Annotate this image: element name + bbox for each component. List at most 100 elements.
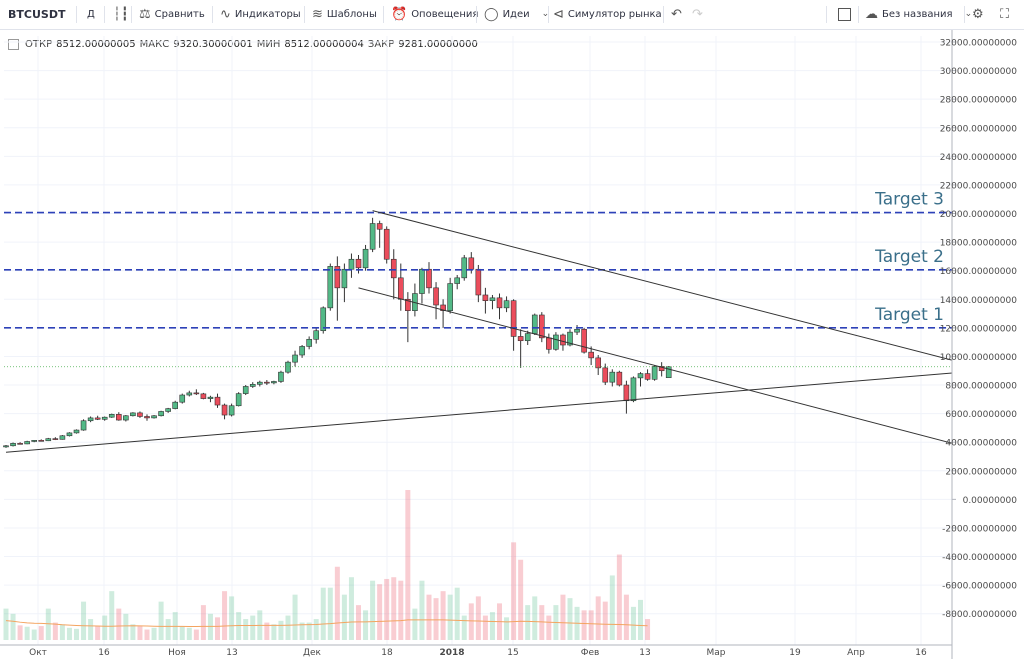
chart-type-button[interactable]: ┆┇ bbox=[113, 0, 129, 29]
redo-button[interactable]: ↷ bbox=[692, 0, 703, 29]
y-tick-label: -4000.00000000 bbox=[942, 553, 1017, 563]
candle-body bbox=[3, 445, 9, 448]
snapshot-button[interactable]: ⛶ bbox=[1000, 0, 1009, 29]
y-axis[interactable]: 32000.00000000 30000.00000000 28000.000000… bbox=[940, 30, 1024, 659]
volume-bar bbox=[215, 617, 220, 640]
ideas-button[interactable]: ◯ Идеи ⌄ bbox=[484, 0, 549, 29]
candle-body bbox=[221, 404, 228, 416]
volume-bar bbox=[95, 626, 101, 640]
volume-bar bbox=[638, 599, 643, 640]
candle-body bbox=[10, 443, 16, 447]
divider bbox=[383, 6, 384, 23]
layout-menu[interactable]: ☁ Без названия ⌄ bbox=[865, 0, 972, 29]
volume-bar bbox=[363, 610, 369, 640]
alerts-label: Оповещения bbox=[411, 9, 479, 20]
candle-body bbox=[524, 333, 531, 342]
candle-body bbox=[369, 223, 376, 250]
indicators-label: Индикаторы bbox=[234, 9, 301, 20]
volume-bar bbox=[179, 626, 185, 640]
candle-body bbox=[355, 258, 362, 269]
volume-ma bbox=[5, 619, 648, 627]
volume-bar bbox=[193, 629, 199, 640]
candle-body bbox=[538, 314, 545, 339]
alerts-button[interactable]: ⏰ Оповещения bbox=[391, 0, 478, 29]
candle-body bbox=[419, 268, 425, 294]
market-replay-button[interactable]: ⊲ Симулятор рынка bbox=[553, 0, 662, 29]
candle-body bbox=[292, 354, 298, 363]
settings-button[interactable]: ⚙ bbox=[972, 0, 984, 29]
volume-bar bbox=[398, 580, 404, 640]
templates-button[interactable]: ≋ Шаблоны bbox=[312, 0, 377, 29]
candle-body bbox=[123, 415, 129, 421]
candle-body bbox=[264, 381, 270, 384]
candle-body bbox=[623, 384, 630, 402]
candle-body bbox=[665, 366, 672, 379]
volume-bar bbox=[45, 608, 51, 640]
candle-body bbox=[510, 300, 517, 337]
candle-body bbox=[172, 401, 178, 409]
candle-body bbox=[616, 371, 623, 386]
y-tick-label: -8000.00000000 bbox=[942, 610, 1017, 620]
candle-body bbox=[80, 420, 87, 431]
x-tick-label: Окт bbox=[29, 648, 47, 658]
volume-bar bbox=[356, 605, 361, 640]
y-tick-label: 12000.00000000 bbox=[940, 324, 1018, 334]
candle-body bbox=[362, 248, 369, 269]
interval-button[interactable]: Д bbox=[87, 0, 95, 29]
candle-body bbox=[412, 293, 418, 312]
candle-body bbox=[482, 294, 489, 301]
volume-bar bbox=[81, 601, 87, 640]
volume-bar bbox=[348, 577, 354, 640]
volume-bar bbox=[17, 625, 23, 640]
indicators-icon: ∿ bbox=[220, 7, 231, 22]
candle-body bbox=[658, 366, 665, 372]
candle-body bbox=[489, 297, 496, 301]
symbol-search[interactable]: BTCUSDT bbox=[8, 0, 65, 29]
x-tick-label: Мар bbox=[707, 648, 726, 658]
candle-body bbox=[94, 417, 101, 420]
undo-icon: ↶ bbox=[671, 7, 682, 22]
fullscreen-toggle[interactable] bbox=[838, 0, 851, 29]
volume-bar bbox=[243, 619, 249, 640]
compare-label: Сравнить bbox=[154, 9, 205, 20]
templates-label: Шаблоны bbox=[326, 9, 377, 20]
candle-body bbox=[341, 268, 348, 289]
candle-body bbox=[73, 429, 80, 434]
volume-bar bbox=[468, 603, 474, 640]
square-icon bbox=[838, 8, 851, 21]
undo-button[interactable]: ↶ bbox=[671, 0, 682, 29]
eye-icon[interactable] bbox=[8, 39, 19, 50]
candle-body bbox=[397, 277, 404, 300]
volume-bar bbox=[123, 613, 129, 640]
lightbulb-icon: ◯ bbox=[484, 7, 499, 22]
price-tag bbox=[954, 360, 1022, 373]
volume-bar bbox=[518, 559, 524, 640]
volume-bar bbox=[334, 566, 340, 640]
compare-icon: ⚖ bbox=[139, 7, 151, 22]
compare-button[interactable]: ⚖ Сравнить bbox=[139, 0, 205, 29]
indicators-button[interactable]: ∿ Индикаторы bbox=[220, 0, 301, 29]
y-tick-label: 8000.00000000 bbox=[945, 382, 1017, 392]
templates-icon: ≋ bbox=[312, 7, 323, 22]
y-tick-label: 4000.00000000 bbox=[945, 439, 1017, 449]
x-axis[interactable]: Окт 16 Ноя 13 Дек 18 2018 15 Фев 13 Мар 19 Апр 16 bbox=[0, 644, 952, 658]
gear-icon: ⚙ bbox=[972, 7, 984, 22]
divider bbox=[548, 6, 549, 23]
high-value: 9320.30000001 bbox=[173, 39, 253, 50]
redo-icon: ↷ bbox=[692, 7, 703, 22]
divider bbox=[304, 6, 305, 23]
y-tick-label: -6000.00000000 bbox=[942, 582, 1017, 592]
y-tick-label: 28000.00000000 bbox=[940, 96, 1018, 106]
volume-bar bbox=[137, 626, 143, 640]
candle-body bbox=[31, 440, 38, 442]
candle-body bbox=[560, 334, 566, 346]
candle-body bbox=[299, 346, 305, 356]
x-tick-label: 13 bbox=[226, 648, 237, 658]
candle-body bbox=[151, 415, 157, 419]
volume-bar bbox=[616, 554, 622, 640]
divider bbox=[858, 6, 859, 23]
y-axis-panel bbox=[952, 30, 1024, 659]
target-price-label: 16062.30014198 bbox=[956, 266, 1024, 276]
candle-body bbox=[433, 287, 439, 306]
